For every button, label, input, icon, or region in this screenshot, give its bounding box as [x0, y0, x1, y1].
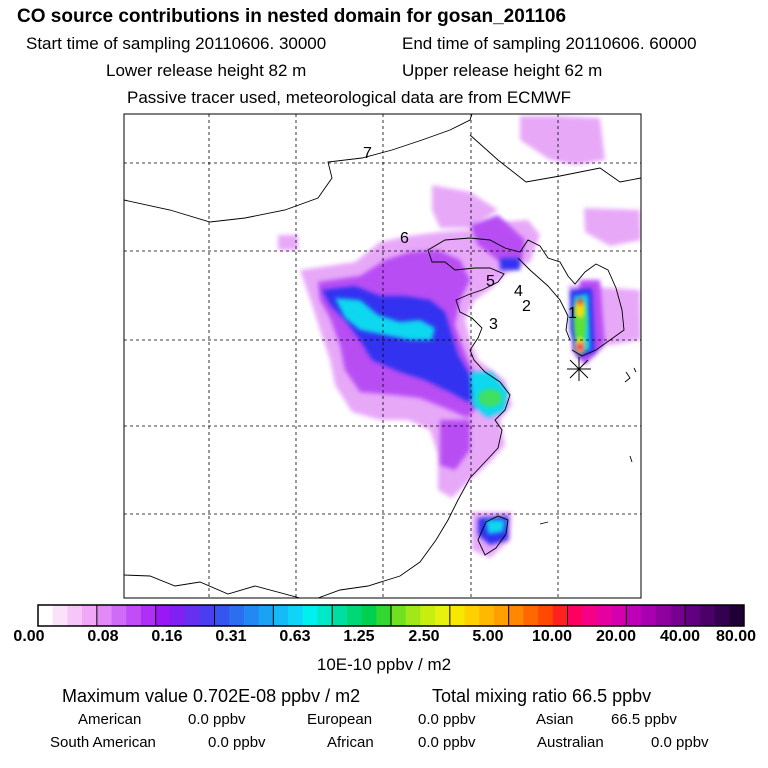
- colorbar-swatch: [243, 605, 260, 626]
- colorbar-swatch: [52, 605, 68, 626]
- receptor-asterisk-icon: [567, 357, 591, 381]
- colorbar-swatch: [317, 605, 333, 626]
- colorbar-swatch: [140, 605, 157, 626]
- site-label-6: 6: [400, 230, 409, 247]
- max-value-label: Maximum value 0.702E-08 ppbv / m2: [62, 686, 361, 706]
- colorbar-tick-label: 10.00: [531, 628, 573, 645]
- colorbar-swatch: [449, 605, 465, 626]
- colorbar-swatch: [435, 605, 451, 626]
- region-value: 0.0 ppbv: [418, 734, 476, 751]
- colorbar-swatch: [361, 605, 377, 626]
- colorbar-swatch: [96, 605, 112, 626]
- colorbar-swatch: [376, 605, 392, 626]
- colorbar-tick-label: 0.00: [13, 628, 45, 645]
- colorbar-swatch: [82, 605, 98, 626]
- colorbar-tick-label: 0.08: [87, 628, 119, 645]
- colorbar-swatch: [420, 605, 436, 626]
- colorbar-swatch: [464, 605, 480, 626]
- colorbar-tick-label: 40.00: [659, 628, 701, 645]
- plume-hotspot-layer: [478, 298, 586, 407]
- colorbar-swatch: [258, 605, 274, 626]
- colorbar-swatch: [229, 605, 245, 626]
- colorbar-swatch: [641, 605, 657, 626]
- colorbar-swatch: [714, 605, 730, 626]
- colorbar-swatch: [567, 605, 583, 626]
- site-labels: 1 2 3 4 5 6 7: [363, 145, 577, 333]
- colorbar-swatch: [346, 605, 362, 626]
- colorbar-swatch: [288, 605, 304, 626]
- colorbar-swatch: [626, 605, 642, 626]
- start-time-label: Start time of sampling 20110606. 30000: [26, 34, 327, 53]
- colorbar-tick-label: 0.31: [215, 628, 247, 645]
- colorbar-swatch: [611, 605, 627, 626]
- region-name: European: [307, 711, 373, 728]
- region-value: 0.0 ppbv: [188, 711, 246, 728]
- colorbar-swatch: [596, 605, 613, 626]
- colorbar-tick-label: 0.16: [151, 628, 183, 645]
- colorbar-swatch: [185, 605, 201, 626]
- colorbar-swatch: [111, 605, 127, 626]
- region-value: 0.0 ppbv: [208, 734, 266, 751]
- total-mixing-ratio-label: Total mixing ratio 66.5 ppbv: [432, 686, 652, 706]
- colorbar-tick-label: 20.00: [595, 628, 637, 645]
- colorbar-units: 10E-10 ppbv / m2: [316, 655, 452, 674]
- site-label-1: 1: [568, 305, 577, 322]
- region-name: Asian: [536, 711, 574, 728]
- coastlines-borders: [124, 114, 641, 598]
- colorbar-tick-label: 1.25: [343, 628, 375, 645]
- colorbar-frame: [37, 604, 745, 627]
- region-value: 66.5 ppbv: [611, 711, 677, 728]
- lower-height-label: Lower release height 82 m: [106, 61, 307, 80]
- colorbar-swatch: [552, 605, 568, 626]
- upper-height-label: Upper release height 62 m: [402, 61, 603, 80]
- colorbar-tick-label: 2.50: [408, 628, 440, 645]
- colorbar-tick-label: 5.00: [472, 628, 504, 645]
- colorbar-tick-label: 0.63: [279, 628, 311, 645]
- colorbar-swatch: [655, 605, 671, 626]
- colorbar-swatch: [670, 605, 686, 626]
- colorbar-swatch: [391, 605, 407, 626]
- colorbar-swatch: [538, 605, 554, 626]
- region-name: American: [78, 711, 142, 728]
- colorbar-swatch: [199, 605, 215, 626]
- tracer-note: Passive tracer used, meteorological data…: [127, 88, 572, 107]
- colorbar-swatch: [582, 605, 598, 626]
- colorbar-swatch: [273, 605, 289, 626]
- colorbar-swatch: [67, 605, 83, 626]
- end-time-label: End time of sampling 20110606. 60000: [402, 34, 697, 53]
- colorbar-swatch: [493, 605, 510, 626]
- site-label-3: 3: [489, 316, 498, 333]
- colorbar-swatch: [155, 605, 171, 626]
- colorbar-swatch: [508, 605, 524, 626]
- colorbar-swatch: [523, 605, 539, 626]
- colorbar-swatch: [302, 605, 318, 626]
- colorbar-swatch: [170, 605, 186, 626]
- colorbar-swatch: [685, 605, 701, 626]
- lat-lon-gridlines: [124, 114, 641, 598]
- site-label-5: 5: [486, 273, 495, 290]
- region-name: South American: [50, 734, 156, 751]
- colorbar: [37, 604, 745, 627]
- colorbar-tick-label: 80.00: [715, 628, 757, 645]
- region-value: 0.0 ppbv: [651, 734, 709, 751]
- site-label-7: 7: [363, 145, 372, 162]
- site-label-4: 4: [514, 283, 523, 300]
- colorbar-swatch: [699, 605, 715, 626]
- colorbar-swatch: [729, 605, 745, 626]
- map-plot-area: [278, 116, 641, 558]
- region-name: Australian: [537, 734, 604, 751]
- colorbar-swatch: [214, 605, 230, 626]
- colorbar-swatch: [405, 605, 421, 626]
- figure-title: CO source contributions in nested domain…: [17, 6, 567, 27]
- colorbar-swatch: [479, 605, 495, 626]
- region-name: African: [327, 734, 374, 751]
- region-value: 0.0 ppbv: [418, 711, 476, 728]
- site-label-2: 2: [522, 298, 531, 315]
- colorbar-swatch: [126, 605, 142, 626]
- map-frame: [123, 113, 642, 599]
- colorbar-swatch: [38, 605, 54, 626]
- colorbar-swatch: [332, 605, 348, 626]
